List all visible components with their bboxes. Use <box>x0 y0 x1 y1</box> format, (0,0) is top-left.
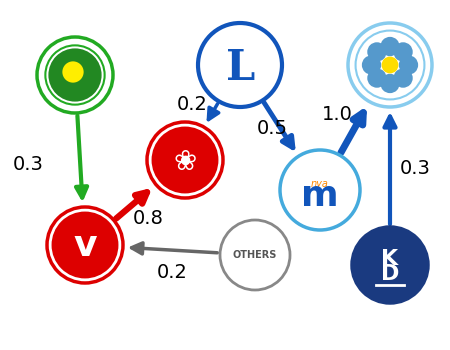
Text: ❀: ❀ <box>173 148 197 176</box>
Text: v: v <box>73 229 97 263</box>
Text: 1.0: 1.0 <box>322 105 352 125</box>
Circle shape <box>348 23 432 107</box>
Text: 0.5: 0.5 <box>256 119 288 138</box>
Circle shape <box>356 30 424 99</box>
Text: m: m <box>301 179 339 213</box>
Circle shape <box>37 37 113 113</box>
Circle shape <box>147 122 223 198</box>
Circle shape <box>352 227 428 303</box>
Circle shape <box>152 127 218 194</box>
Circle shape <box>393 68 413 88</box>
Circle shape <box>380 74 400 93</box>
Circle shape <box>393 42 413 62</box>
Text: nya: nya <box>311 179 329 189</box>
Circle shape <box>367 68 387 88</box>
Text: 0.3: 0.3 <box>400 159 431 177</box>
Circle shape <box>380 37 400 56</box>
Circle shape <box>63 61 84 83</box>
Circle shape <box>280 150 360 230</box>
Circle shape <box>52 211 118 279</box>
Circle shape <box>362 55 381 75</box>
Text: D: D <box>381 264 399 284</box>
Circle shape <box>49 48 102 102</box>
Circle shape <box>367 42 387 62</box>
Text: 0.2: 0.2 <box>176 96 207 114</box>
Text: K: K <box>382 249 399 269</box>
Circle shape <box>399 55 418 75</box>
Circle shape <box>198 23 282 107</box>
Text: OTHERS: OTHERS <box>233 250 277 260</box>
Circle shape <box>220 220 290 290</box>
Text: 0.3: 0.3 <box>13 155 44 175</box>
Circle shape <box>47 207 123 283</box>
Text: L: L <box>226 47 256 89</box>
Text: 0.8: 0.8 <box>133 209 163 228</box>
Circle shape <box>45 46 105 105</box>
Text: 0.2: 0.2 <box>157 262 188 281</box>
Circle shape <box>382 57 398 74</box>
